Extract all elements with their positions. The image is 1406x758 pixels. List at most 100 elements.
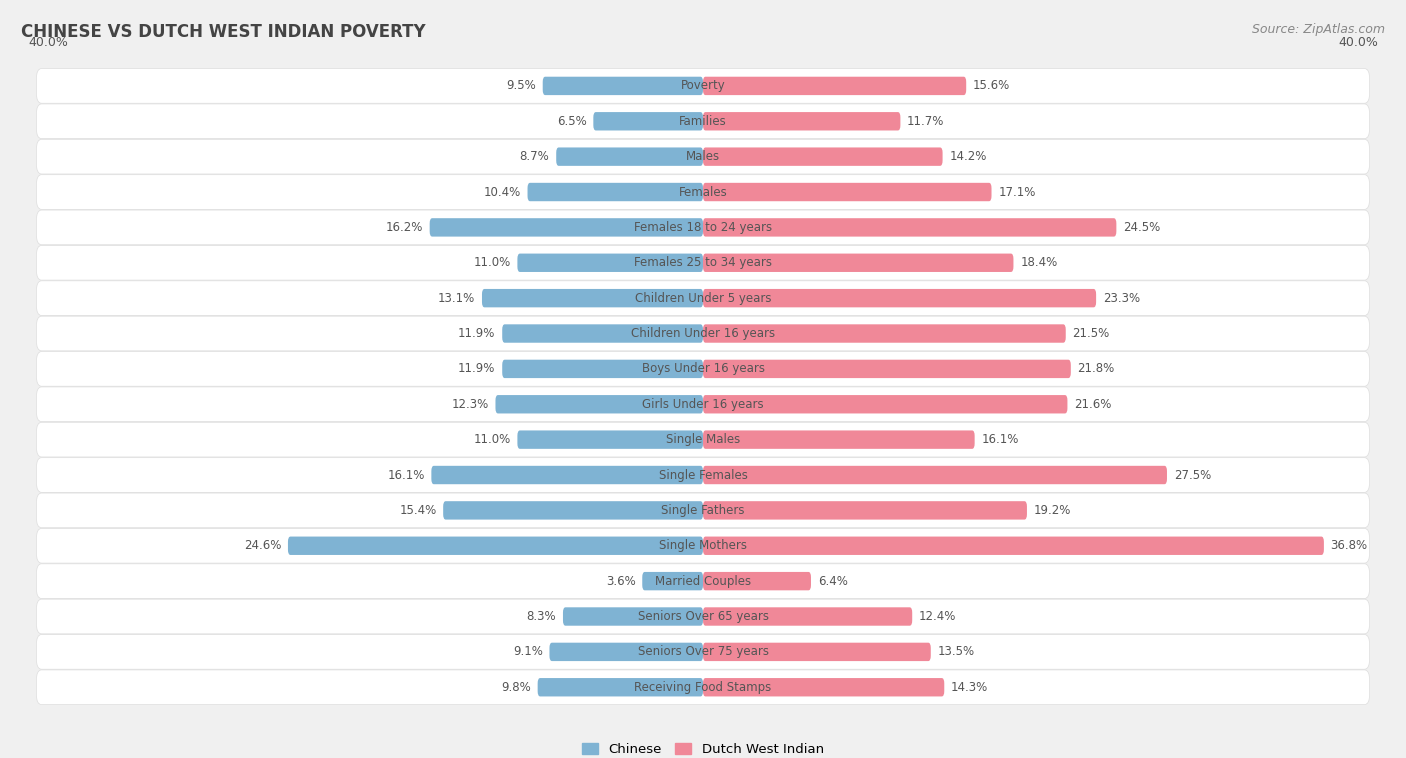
Text: 6.4%: 6.4% (818, 575, 848, 587)
FancyBboxPatch shape (550, 643, 703, 661)
FancyBboxPatch shape (517, 254, 703, 272)
FancyBboxPatch shape (517, 431, 703, 449)
FancyBboxPatch shape (502, 360, 703, 378)
FancyBboxPatch shape (557, 148, 703, 166)
FancyBboxPatch shape (37, 316, 1369, 351)
Text: Single Males: Single Males (666, 433, 740, 446)
FancyBboxPatch shape (37, 246, 1369, 280)
Text: 9.5%: 9.5% (506, 80, 536, 92)
Text: 8.7%: 8.7% (520, 150, 550, 163)
FancyBboxPatch shape (703, 148, 942, 166)
Text: 40.0%: 40.0% (1339, 36, 1378, 49)
Text: 24.6%: 24.6% (243, 539, 281, 553)
Text: 16.1%: 16.1% (981, 433, 1019, 446)
FancyBboxPatch shape (703, 643, 931, 661)
Text: Poverty: Poverty (681, 80, 725, 92)
Text: 3.6%: 3.6% (606, 575, 636, 587)
Text: Females: Females (679, 186, 727, 199)
FancyBboxPatch shape (703, 360, 1071, 378)
Text: 21.8%: 21.8% (1077, 362, 1115, 375)
Text: Receiving Food Stamps: Receiving Food Stamps (634, 681, 772, 694)
Text: 16.2%: 16.2% (385, 221, 423, 234)
FancyBboxPatch shape (703, 324, 1066, 343)
Text: 14.3%: 14.3% (950, 681, 988, 694)
Text: 8.3%: 8.3% (527, 610, 557, 623)
Text: 21.6%: 21.6% (1074, 398, 1112, 411)
FancyBboxPatch shape (37, 458, 1369, 493)
FancyBboxPatch shape (703, 289, 1097, 307)
FancyBboxPatch shape (593, 112, 703, 130)
Text: 9.8%: 9.8% (501, 681, 531, 694)
FancyBboxPatch shape (37, 564, 1369, 599)
Text: Families: Families (679, 114, 727, 128)
FancyBboxPatch shape (37, 634, 1369, 669)
FancyBboxPatch shape (495, 395, 703, 413)
Text: Seniors Over 65 years: Seniors Over 65 years (637, 610, 769, 623)
FancyBboxPatch shape (703, 466, 1167, 484)
FancyBboxPatch shape (703, 254, 1014, 272)
Text: Girls Under 16 years: Girls Under 16 years (643, 398, 763, 411)
Text: CHINESE VS DUTCH WEST INDIAN POVERTY: CHINESE VS DUTCH WEST INDIAN POVERTY (21, 23, 426, 41)
Text: 14.2%: 14.2% (949, 150, 987, 163)
FancyBboxPatch shape (288, 537, 703, 555)
Text: Children Under 5 years: Children Under 5 years (634, 292, 772, 305)
FancyBboxPatch shape (703, 183, 991, 201)
Text: Males: Males (686, 150, 720, 163)
Legend: Chinese, Dutch West Indian: Chinese, Dutch West Indian (582, 743, 824, 756)
FancyBboxPatch shape (502, 324, 703, 343)
FancyBboxPatch shape (703, 572, 811, 590)
FancyBboxPatch shape (703, 77, 966, 95)
Text: 24.5%: 24.5% (1123, 221, 1160, 234)
Text: 18.4%: 18.4% (1021, 256, 1057, 269)
FancyBboxPatch shape (37, 528, 1369, 563)
Text: 11.0%: 11.0% (474, 433, 510, 446)
FancyBboxPatch shape (537, 678, 703, 697)
FancyBboxPatch shape (37, 493, 1369, 528)
FancyBboxPatch shape (37, 670, 1369, 705)
FancyBboxPatch shape (37, 68, 1369, 103)
FancyBboxPatch shape (37, 422, 1369, 457)
Text: 11.7%: 11.7% (907, 114, 945, 128)
FancyBboxPatch shape (703, 431, 974, 449)
FancyBboxPatch shape (443, 501, 703, 519)
Text: 21.5%: 21.5% (1073, 327, 1109, 340)
Text: Single Mothers: Single Mothers (659, 539, 747, 553)
FancyBboxPatch shape (703, 537, 1324, 555)
FancyBboxPatch shape (430, 218, 703, 236)
Text: Children Under 16 years: Children Under 16 years (631, 327, 775, 340)
Text: 40.0%: 40.0% (28, 36, 67, 49)
Text: 11.9%: 11.9% (458, 362, 495, 375)
Text: 9.1%: 9.1% (513, 645, 543, 659)
Text: 15.6%: 15.6% (973, 80, 1010, 92)
Text: 13.1%: 13.1% (439, 292, 475, 305)
FancyBboxPatch shape (643, 572, 703, 590)
Text: Females 18 to 24 years: Females 18 to 24 years (634, 221, 772, 234)
FancyBboxPatch shape (37, 210, 1369, 245)
Text: 36.8%: 36.8% (1330, 539, 1368, 553)
Text: Married Couples: Married Couples (655, 575, 751, 587)
FancyBboxPatch shape (37, 174, 1369, 209)
FancyBboxPatch shape (527, 183, 703, 201)
Text: Source: ZipAtlas.com: Source: ZipAtlas.com (1251, 23, 1385, 36)
Text: Seniors Over 75 years: Seniors Over 75 years (637, 645, 769, 659)
Text: 11.9%: 11.9% (458, 327, 495, 340)
FancyBboxPatch shape (482, 289, 703, 307)
Text: 6.5%: 6.5% (557, 114, 586, 128)
Text: 10.4%: 10.4% (484, 186, 520, 199)
FancyBboxPatch shape (543, 77, 703, 95)
FancyBboxPatch shape (37, 599, 1369, 634)
FancyBboxPatch shape (37, 104, 1369, 139)
FancyBboxPatch shape (37, 387, 1369, 421)
Text: 16.1%: 16.1% (387, 468, 425, 481)
Text: Single Fathers: Single Fathers (661, 504, 745, 517)
Text: 12.3%: 12.3% (451, 398, 489, 411)
FancyBboxPatch shape (703, 112, 900, 130)
FancyBboxPatch shape (703, 218, 1116, 236)
Text: 12.4%: 12.4% (920, 610, 956, 623)
Text: Females 25 to 34 years: Females 25 to 34 years (634, 256, 772, 269)
FancyBboxPatch shape (703, 607, 912, 625)
FancyBboxPatch shape (703, 395, 1067, 413)
FancyBboxPatch shape (562, 607, 703, 625)
Text: 23.3%: 23.3% (1102, 292, 1140, 305)
FancyBboxPatch shape (37, 139, 1369, 174)
